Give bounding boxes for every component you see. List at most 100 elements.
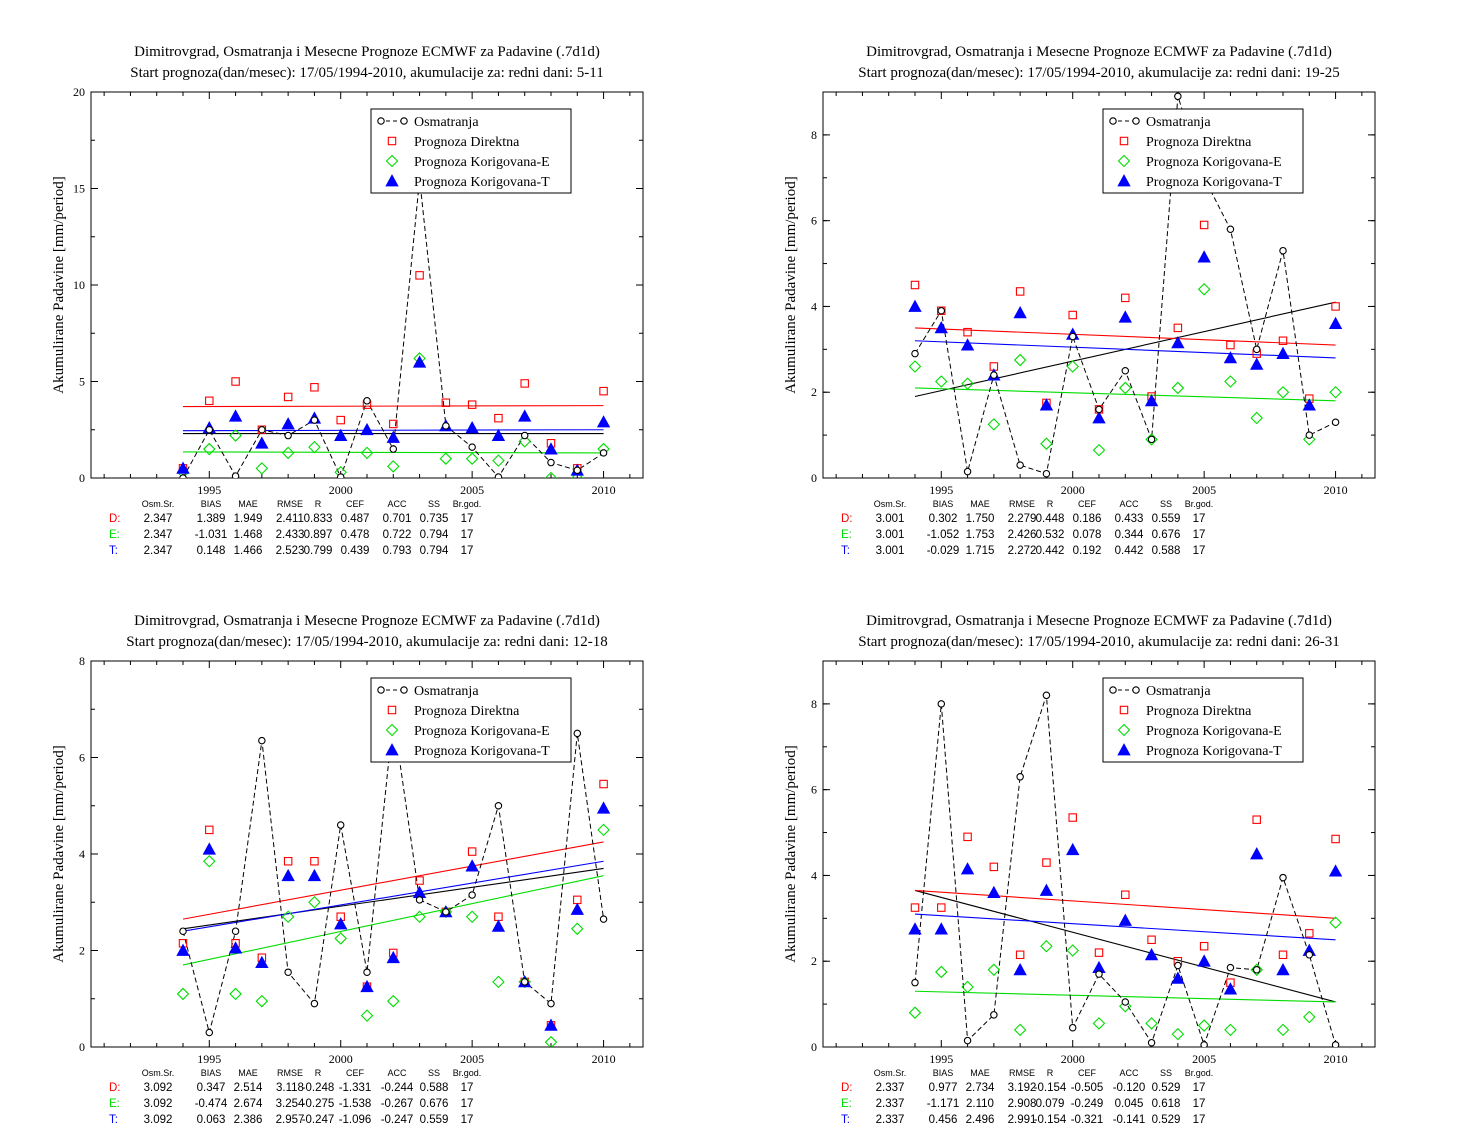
point-obs xyxy=(231,472,240,478)
stats-header: Osm.Sr. xyxy=(142,499,175,509)
point-korT xyxy=(360,979,374,993)
stats-value: 0.977 xyxy=(929,1082,958,1094)
point-korE xyxy=(908,360,922,373)
point-direct xyxy=(1331,302,1340,311)
stats-value: 3.092 xyxy=(144,1082,173,1094)
point-direct xyxy=(1015,950,1025,960)
point-obs xyxy=(468,891,476,899)
stats-value: 1.949 xyxy=(234,513,263,525)
stats-value: 0.148 xyxy=(197,545,226,557)
y-axis-label: Akumulirane Padavine [mm/period] xyxy=(51,176,67,393)
point-korT xyxy=(1171,971,1185,984)
stats-value: -1.538 xyxy=(339,1098,372,1110)
chart-panel-2: Dimitrovgrad, Osmatranja i Mesecne Progn… xyxy=(783,44,1376,557)
stats-value: 17 xyxy=(461,1082,474,1094)
stats-header: CEF xyxy=(1078,1068,1097,1078)
point-korT xyxy=(255,436,269,449)
point-obs xyxy=(494,801,503,810)
legend-label: Prognoza Korigovana-T xyxy=(414,744,550,759)
point-korE xyxy=(465,910,479,924)
legend-label: Prognoza Korigovana-E xyxy=(1146,155,1282,170)
point-korE xyxy=(1329,385,1342,399)
trendline-korE xyxy=(914,387,1336,402)
point-direct xyxy=(1278,336,1288,346)
point-korE xyxy=(571,471,584,478)
point-obs xyxy=(547,458,555,467)
legend: Osmatranja Prognoza Direktna Prognoza Kori… xyxy=(370,108,572,194)
legend-marker-korE xyxy=(385,723,399,737)
legend-label: Prognoza Korigovana-T xyxy=(414,175,550,190)
point-korE xyxy=(987,418,1001,431)
stats-value: 0.559 xyxy=(420,1114,449,1126)
point-korT xyxy=(1223,982,1238,995)
point-korE xyxy=(1276,385,1290,399)
point-korT xyxy=(202,842,216,855)
stats-header: RMSE xyxy=(1009,499,1035,509)
point-korE xyxy=(255,462,269,475)
point-direct xyxy=(520,379,529,388)
point-korT xyxy=(1197,250,1211,263)
point-korT xyxy=(908,922,922,935)
point-korE xyxy=(1092,443,1106,457)
legend-label: Osmatranja xyxy=(1146,684,1211,699)
point-korT xyxy=(960,338,975,351)
stats-header: BIAS xyxy=(933,499,954,509)
point-korE xyxy=(229,429,242,442)
stats-value: 0.079 xyxy=(1036,1098,1065,1110)
point-korE xyxy=(1250,411,1263,425)
legend: Osmatranja Prognoza Direktna Prognoza Kori… xyxy=(1102,108,1304,194)
point-korE xyxy=(1303,433,1316,446)
point-obs xyxy=(205,1028,214,1037)
point-korT xyxy=(1039,398,1054,411)
point-obs xyxy=(1121,998,1130,1006)
stats-value: 2.674 xyxy=(234,1098,263,1110)
stats-row-label: D: xyxy=(841,1082,853,1094)
stats-value: 0.302 xyxy=(929,513,958,525)
stats-value: 3.092 xyxy=(144,1098,173,1110)
stats-value: 0.433 xyxy=(1115,513,1144,525)
stats-value: 2.347 xyxy=(144,529,173,541)
stats-header: R xyxy=(315,499,322,509)
point-direct xyxy=(283,856,293,866)
point-korT xyxy=(1144,393,1159,407)
point-direct xyxy=(963,327,972,337)
point-direct xyxy=(937,903,946,912)
stats-value: 2.908 xyxy=(1008,1098,1037,1110)
stats-header: SS xyxy=(428,1068,440,1078)
trendline-korT xyxy=(182,429,604,432)
point-korT xyxy=(1013,962,1027,976)
point-korE xyxy=(1197,1019,1211,1032)
point-obs xyxy=(599,915,608,923)
trendline-direct xyxy=(914,889,1336,919)
y-tick-label: 8 xyxy=(811,697,817,711)
point-obs xyxy=(937,306,946,315)
legend-marker-direct xyxy=(1119,136,1129,146)
point-obs xyxy=(937,700,946,708)
stats-value: 17 xyxy=(1193,513,1206,525)
stats-value: 0.794 xyxy=(420,529,449,541)
stats-value: 2.411 xyxy=(276,513,304,525)
point-obs xyxy=(1226,225,1235,233)
stats-header: BIAS xyxy=(933,1068,954,1078)
point-obs xyxy=(1068,332,1077,341)
stats-header: Br.god. xyxy=(1185,499,1214,509)
point-obs xyxy=(1226,963,1235,972)
point-korE xyxy=(1197,283,1211,296)
stats-value: -0.029 xyxy=(927,545,960,557)
point-obs xyxy=(494,473,503,478)
point-direct xyxy=(415,876,424,885)
plot-area xyxy=(176,175,611,478)
point-korT xyxy=(176,461,190,474)
point-korE xyxy=(1066,944,1079,957)
stats-value: 0.735 xyxy=(420,513,449,525)
stats-value: 3.118 xyxy=(276,1082,304,1094)
plot-area xyxy=(176,712,611,1047)
point-korT xyxy=(465,420,479,434)
stats-header: CEF xyxy=(346,1068,365,1078)
point-obs xyxy=(468,443,476,451)
stats-value: 0.588 xyxy=(1152,545,1181,557)
stats-value: 17 xyxy=(461,545,474,557)
stats-value: 3.254 xyxy=(276,1098,305,1110)
stats-value: 1.468 xyxy=(234,529,263,541)
point-direct xyxy=(910,903,920,912)
